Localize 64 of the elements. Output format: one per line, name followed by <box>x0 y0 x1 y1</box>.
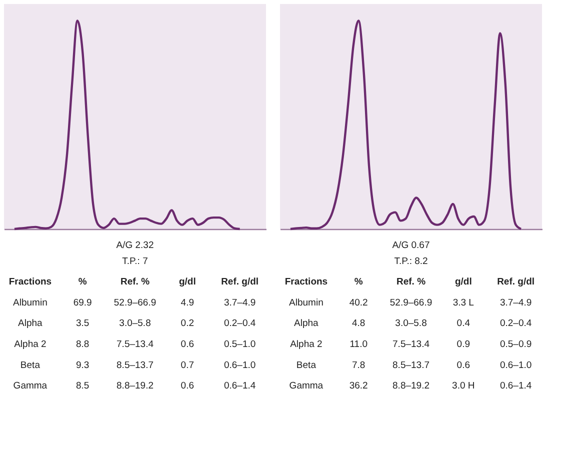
text: 8.5–13.7 <box>116 360 154 371</box>
text: Fractions <box>8 276 52 288</box>
text: 8.8 <box>76 338 90 350</box>
text: 7.5–13.4 <box>392 338 430 350</box>
text: 7.5–13.4 <box>116 338 154 350</box>
text: 0.2–0.4 <box>224 318 256 330</box>
text: 8.5 <box>76 380 90 392</box>
text: 3.0 H <box>452 380 475 392</box>
text: 0.5–1.0 <box>224 338 256 350</box>
text: Albumin <box>13 297 48 308</box>
text: Beta <box>20 360 41 371</box>
text: 9.3 <box>76 360 90 371</box>
text: 0.6 <box>180 338 194 350</box>
text: 0.6–1.0 <box>224 360 256 371</box>
text: Ref. % <box>396 276 426 288</box>
text: 3.7–4.9 <box>500 297 532 308</box>
text: 52.9–66.9 <box>114 297 156 308</box>
text: 0.4 <box>456 318 470 330</box>
text: Gamma <box>13 380 48 392</box>
text: Ref. % <box>120 276 150 288</box>
text: g/dl <box>178 276 196 288</box>
text: 0.2 <box>180 318 194 330</box>
text: 4.9 <box>180 297 194 308</box>
text: 8.8–19.2 <box>116 380 154 392</box>
text: 7.8 <box>352 360 366 371</box>
text: 3.5 <box>76 318 90 330</box>
text: A/G 0.67 <box>392 240 430 251</box>
text: 0.7 <box>180 360 194 371</box>
text: 36.2 <box>349 380 368 392</box>
text: 8.8–19.2 <box>392 380 430 392</box>
text: T.P.: 8.2 <box>394 256 428 267</box>
text: 8.5–13.7 <box>392 360 430 371</box>
text: 3.3 L <box>452 297 474 308</box>
text: 0.6–1.0 <box>500 360 532 371</box>
text: Beta <box>296 360 317 371</box>
text: Alpha <box>294 318 320 330</box>
text: Alpha 2 <box>290 338 322 350</box>
text: Ref. g/dl <box>497 276 535 288</box>
text: 0.6–1.4 <box>500 380 532 392</box>
text: T.P.: 7 <box>122 256 148 267</box>
text: 0.6–1.4 <box>224 380 256 392</box>
text: g/dl <box>454 276 472 288</box>
text: 52.9–66.9 <box>390 297 432 308</box>
text: 0.9 <box>456 338 470 350</box>
text: 0.6 <box>456 360 470 371</box>
text: Ref. g/dl <box>221 276 259 288</box>
text: 0.5–0.9 <box>500 338 532 350</box>
text: 69.9 <box>73 297 92 308</box>
text: 11.0 <box>350 338 368 350</box>
text: Gamma <box>289 380 324 392</box>
text: A/G 2.32 <box>116 240 154 251</box>
text: % <box>354 276 364 288</box>
text: Alpha <box>18 318 44 330</box>
text: 0.6 <box>180 380 194 392</box>
text: 4.8 <box>352 318 366 330</box>
text: 3.0–5.8 <box>119 318 151 330</box>
text: % <box>78 276 88 288</box>
text: 40.2 <box>349 297 368 308</box>
text: Fractions <box>284 276 328 288</box>
text: 3.7–4.9 <box>224 297 256 308</box>
text: Albumin <box>289 297 324 308</box>
text: 0.2–0.4 <box>500 318 532 330</box>
text: 3.0–5.8 <box>395 318 427 330</box>
text: Alpha 2 <box>14 338 46 350</box>
